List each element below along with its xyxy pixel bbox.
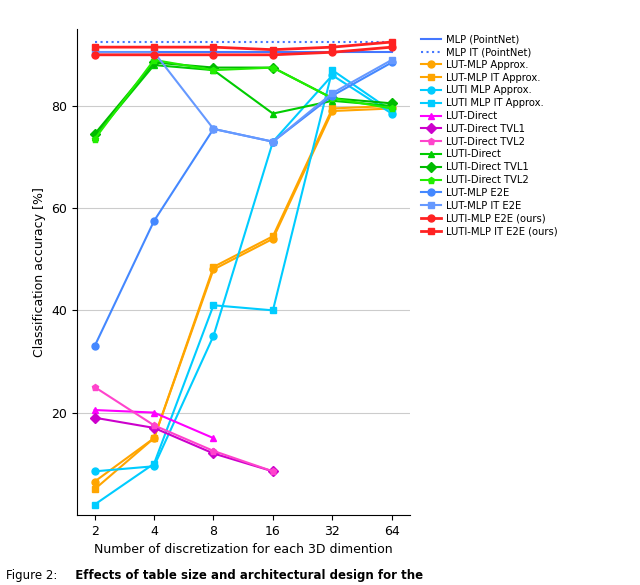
Y-axis label: Classification accuracy [%]: Classification accuracy [%]	[33, 187, 45, 357]
X-axis label: Number of discretization for each 3D dimention: Number of discretization for each 3D dim…	[94, 543, 392, 556]
Legend: MLP (PointNet), MLP IT (PointNet), LUT-MLP Approx., LUT-MLP IT Approx., LUTI MLP: MLP (PointNet), MLP IT (PointNet), LUT-M…	[421, 35, 558, 236]
Text: Effects of table size and architectural design for the: Effects of table size and architectural …	[67, 569, 423, 582]
Text: Figure 2:: Figure 2:	[6, 569, 58, 582]
